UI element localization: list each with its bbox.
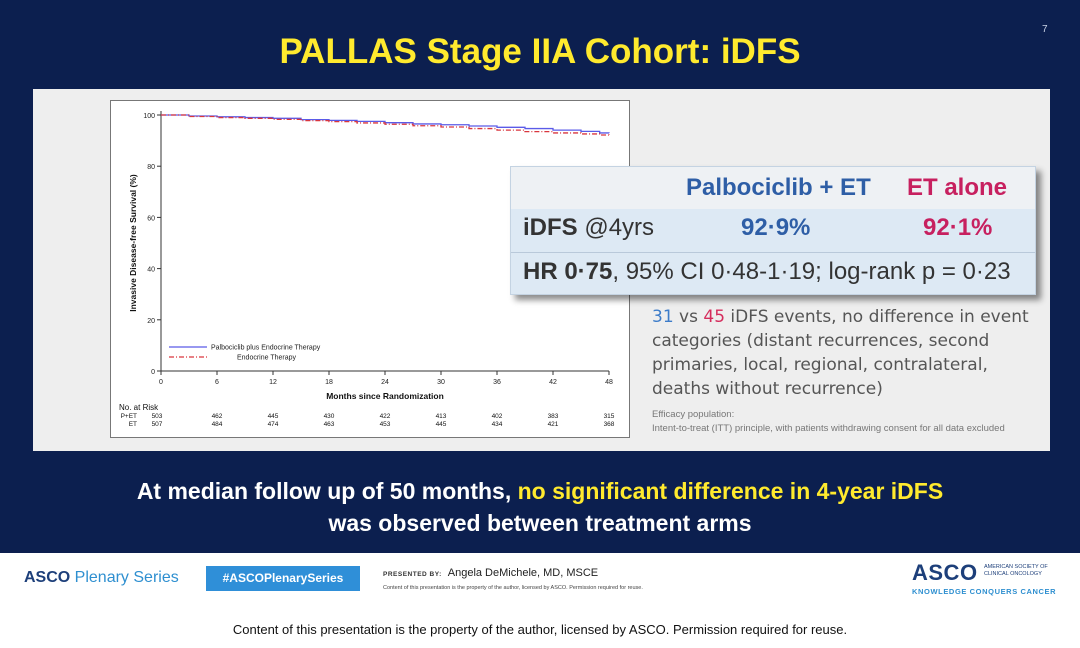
row-label-rest: @4yrs: [577, 214, 655, 241]
km-curve-palbociclib: [161, 114, 610, 134]
at-risk-value: 507: [152, 421, 163, 428]
efficacy-note: Efficacy population: Intent-to-treat (IT…: [652, 408, 1032, 436]
hashtag-badge: #ASCOPlenarySeries: [206, 566, 360, 591]
asco-plenary-logo: ASCO Plenary Series: [24, 569, 179, 587]
at-risk-value: 445: [436, 421, 447, 428]
at-risk-value: 503: [152, 413, 163, 420]
y-axis-label: Invasive Disease-free Survival (%): [128, 174, 138, 312]
at-risk-value: 484: [212, 421, 223, 428]
at-risk-value: 421: [548, 421, 559, 428]
events-summary: 31 vs 45 iDFS events, no difference in e…: [652, 305, 1037, 401]
km-curve-endocrine: [161, 114, 610, 136]
results-table-header: [511, 167, 1035, 209]
column-header-palbociclib: Palbociclib + ET: [686, 174, 871, 201]
asco-logo-society: AMERICAN SOCIETY OF CLINICAL ONCOLOGY: [984, 564, 1048, 577]
events-count-et: 45: [703, 307, 726, 327]
y-tick-label: 20: [147, 318, 155, 325]
asco-logo-word: ASCO: [912, 560, 978, 585]
y-tick-label: 60: [147, 215, 155, 222]
events-description: iDFS events, no difference in event cate…: [652, 307, 1029, 399]
presenter-line: PRESENTED BY: Angela DeMichele, MD, MSCE: [383, 567, 598, 579]
at-risk-value: 474: [268, 421, 279, 428]
conclusion-line2: was observed between treatment arms: [328, 510, 752, 536]
value-palbociclib: 92·9%: [741, 214, 811, 241]
at-risk-row-label: P+ET: [121, 413, 137, 420]
footer-bar: ASCO Plenary Series #ASCOPlenarySeries P…: [0, 553, 1080, 605]
conclusion-part1: At median follow up of 50 months,: [136, 478, 518, 504]
asco-logo: ASCO AMERICAN SOCIETY OF CLINICAL ONCOLO…: [912, 560, 1062, 600]
y-tick-label: 0: [151, 369, 155, 376]
efficacy-note-line2: Intent-to-treat (ITT) principle, with pa…: [652, 423, 1005, 434]
x-tick-label: 18: [325, 379, 333, 386]
at-risk-value: 445: [268, 413, 279, 420]
hazard-ratio-line: HR 0·75, 95% CI 0·48-1·19; log-rank p = …: [523, 258, 1011, 286]
at-risk-value: 434: [492, 421, 503, 428]
at-risk-value: 462: [212, 413, 223, 420]
row-label-idfs: iDFS @4yrs: [523, 214, 654, 242]
results-table: Palbociclib + ET ET alone iDFS @4yrs 92·…: [510, 166, 1036, 295]
legend-entry: Endocrine Therapy: [237, 355, 297, 362]
at-risk-title: No. at Risk: [119, 403, 159, 412]
row-label-bold: iDFS: [523, 214, 578, 241]
at-risk-value: 402: [492, 413, 503, 420]
x-tick-label: 48: [605, 379, 613, 386]
hazard-ratio-bold: HR 0·75: [523, 258, 613, 285]
at-risk-value: 430: [324, 413, 335, 420]
efficacy-note-line1: Efficacy population:: [652, 409, 735, 420]
asco-logo-tagline: KNOWLEDGE CONQUERS CANCER: [912, 587, 1057, 596]
at-risk-value: 315: [604, 413, 615, 420]
presenter-name: Angela DeMichele, MD, MSCE: [447, 567, 599, 579]
x-tick-label: 30: [437, 379, 445, 386]
x-tick-label: 36: [493, 379, 501, 386]
conclusion-text: At median follow up of 50 months, no sig…: [0, 475, 1080, 539]
x-tick-label: 42: [549, 379, 557, 386]
y-tick-label: 100: [143, 113, 155, 120]
at-risk-row-label: ET: [129, 421, 137, 428]
asco-plenary-series: Plenary Series: [70, 569, 179, 586]
x-tick-label: 6: [215, 379, 219, 386]
x-tick-label: 24: [381, 379, 389, 386]
presented-by-label: PRESENTED BY:: [383, 571, 442, 578]
at-risk-value: 368: [604, 421, 615, 428]
at-risk-value: 413: [436, 413, 447, 420]
bottom-content-note: Content of this presentation is the prop…: [232, 622, 848, 637]
km-chart-svg: 0 20 40 60 80 100 0 6 12 18 24 30 36 42 48 Months since…: [119, 111, 615, 428]
asco-plenary-asco: ASCO: [24, 569, 71, 586]
hazard-ratio-rest: , 95% CI 0·48-1·19; log-rank p = 0·23: [612, 258, 1011, 285]
legend-entry: Palbociclib plus Endocrine Therapy: [211, 345, 321, 352]
x-axis-label: Months since Randomization: [326, 391, 444, 401]
at-risk-value: 422: [380, 413, 391, 420]
events-count-pe: 31: [652, 307, 674, 327]
slide-number: 7: [1042, 24, 1048, 35]
conclusion-highlight: no significant difference in 4-year iDFS: [517, 478, 944, 504]
conclusion-line1: At median follow up of 50 months, no sig…: [0, 475, 1080, 507]
at-risk-value: 463: [324, 421, 335, 428]
value-et-alone: 92·1%: [923, 214, 993, 241]
at-risk-value: 383: [548, 413, 559, 420]
y-tick-label: 80: [147, 164, 155, 171]
footer-content-note: Content of this presentation is the prop…: [383, 585, 643, 591]
x-tick-label: 12: [269, 379, 277, 386]
row-separator: [511, 252, 1035, 253]
slide-background: 7 PALLAS Stage IIA Cohort: iDFS 0 20 40 60 8…: [0, 0, 1080, 553]
x-tick-label: 0: [159, 379, 163, 386]
at-risk-value: 453: [380, 421, 391, 428]
events-vs: vs: [673, 307, 704, 327]
column-header-et-alone: ET alone: [907, 174, 1008, 201]
y-tick-label: 40: [147, 267, 155, 274]
slide-title: PALLAS Stage IIA Cohort: iDFS: [279, 32, 801, 71]
